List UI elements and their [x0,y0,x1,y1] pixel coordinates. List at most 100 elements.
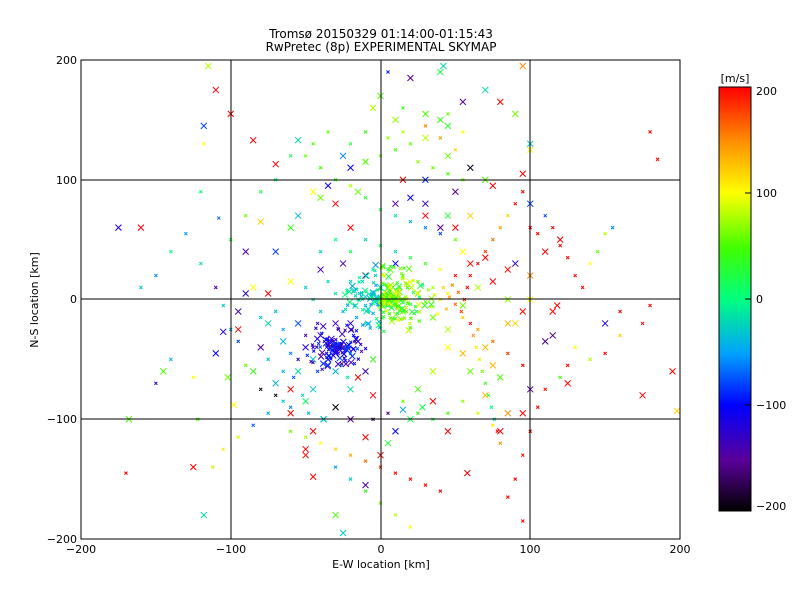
cluster-data-point [395,283,403,290]
small-data-point [588,357,593,362]
small-data-point [477,357,482,362]
cluster-data-point [371,311,375,316]
large-data-point [234,326,242,333]
large-data-point [137,224,145,232]
cluster-data-point [352,361,357,366]
small-data-point [416,159,420,164]
large-data-point [362,481,369,489]
colorbar-tick-label: 0 [756,293,763,306]
cluster-data-point [339,361,344,366]
small-data-point [273,309,278,314]
large-data-point [466,164,474,172]
small-data-point [363,489,368,493]
small-data-point [543,387,548,392]
small-data-point [266,357,271,362]
cluster-data-point [402,266,406,271]
large-data-point [504,320,512,327]
y-axis-label: N-S location [km] [28,252,41,348]
cluster-data-point [318,349,326,356]
colorbar-tick-label: −100 [756,399,786,412]
cluster-data-point [341,291,349,299]
large-data-point [272,248,280,255]
large-data-point [279,338,287,345]
large-data-point [459,350,467,357]
large-data-point [481,344,489,351]
cluster-data-point [417,282,424,290]
x-axis-label: E-W location [km] [332,558,430,571]
small-data-point [311,345,315,350]
y-tick-label: −200 [47,533,77,546]
cluster-data-point [400,308,405,313]
large-data-point [553,302,561,309]
small-data-point [475,261,480,266]
cluster-data-point [343,307,348,312]
cluster-data-point [373,268,377,273]
small-data-point [483,249,488,254]
large-data-point [369,104,377,112]
cluster-data-point [374,283,378,288]
cluster-data-point [408,308,416,316]
small-data-point [348,249,353,254]
cluster-data-point [326,347,331,352]
cluster-data-point [413,304,418,309]
small-data-point [573,273,578,278]
small-data-point [236,339,241,344]
small-data-point [363,459,368,464]
large-data-point [564,379,572,387]
cluster-data-point [310,343,315,347]
large-data-point [204,62,212,70]
cluster-data-point [352,302,359,310]
small-data-point [423,261,428,266]
cluster-data-point [411,278,415,283]
large-data-point [287,409,295,417]
small-data-point [333,237,338,242]
small-data-point [446,411,450,416]
large-data-point [444,344,452,351]
large-data-point [294,212,302,220]
cluster-data-point [336,326,340,331]
large-data-point [437,68,444,76]
large-data-point [511,110,519,118]
small-data-point [438,267,443,272]
large-data-point [309,427,317,435]
chart-title: Tromsø 20150329 01:14:00-01:15:43 [268,27,493,41]
small-data-point [408,477,413,481]
large-data-point [496,98,504,106]
small-data-point [221,303,226,308]
large-data-point [429,397,437,405]
cluster-data-point [348,352,356,360]
cluster-data-point [399,271,404,276]
small-data-point [520,519,525,523]
large-data-point [257,218,265,226]
small-data-point [386,70,390,74]
small-data-point [351,333,356,338]
grid [81,60,680,539]
cluster-data-point [342,360,350,368]
small-data-point [558,243,563,248]
small-data-point [386,135,390,140]
large-data-point [249,136,257,144]
large-data-point [466,260,474,267]
cluster-data-point [342,356,347,360]
small-data-point [471,333,476,338]
small-data-point [423,124,428,128]
small-data-point [446,291,450,296]
small-data-point [461,315,465,320]
cluster-data-point [384,284,392,292]
small-data-point [408,219,413,224]
large-data-point [317,194,324,202]
large-data-point [224,373,232,381]
small-data-point [360,279,365,284]
large-data-point [422,200,429,208]
large-data-point [437,224,444,232]
small-data-point [348,141,353,146]
cluster-data-point [398,266,403,271]
cluster-data-point [421,302,429,309]
cluster-data-point [364,320,372,328]
small-data-point [213,285,218,290]
cluster-data-point [409,316,413,321]
small-data-point [648,129,652,134]
small-data-point [447,295,452,299]
large-data-point [332,511,339,519]
large-data-point [347,320,354,327]
